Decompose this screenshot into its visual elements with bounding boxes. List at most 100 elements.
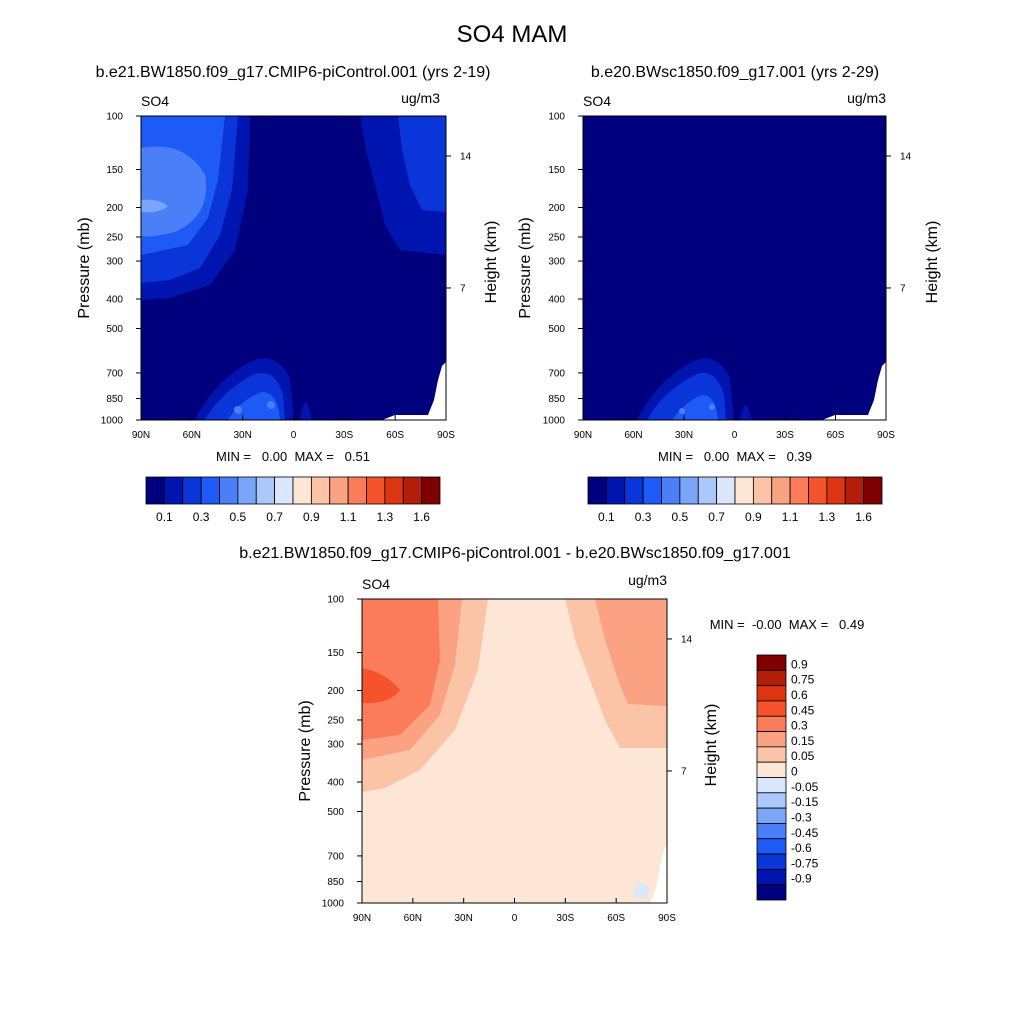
colorbar-swatch [863,476,883,505]
colorbar-swatch [402,476,423,505]
min-max-label: MIN = 0.00 MAX = 0.39 [658,449,812,464]
colorbar-swatch [347,476,367,505]
y2-tick-label: 7 [900,283,906,294]
colorbar-vertical: 0.9 0.750.60.45 0.30.150.05 0-0.05-0.15-0.3… [756,654,819,901]
colorbar-swatch [756,807,787,824]
variable-label: SO4 [362,576,390,592]
colorbar-swatch [756,700,787,717]
colorbar-label: 0.9 [791,657,808,671]
y-tick-label: 250 [548,232,565,243]
x-tick-label: 60S [386,430,404,441]
y-tick-label: 250 [327,715,344,726]
colorbar-label: -0.05 [791,780,819,794]
colorbar-label: 0.05 [791,749,815,763]
x-tick-label: 60N [624,430,642,441]
variable-label: SO4 [583,93,611,109]
y-tick-label: 700 [548,368,565,379]
x-tick-label: 90N [353,913,371,924]
colorbar-swatch [716,476,736,505]
colorbar-swatch [421,476,441,505]
colorbar-label: 1.3 [377,510,394,524]
y-tick-label: 400 [106,295,123,306]
y-tick-label: 300 [548,257,565,268]
colorbar-label: -0.45 [791,826,819,840]
x-tick-label: 90S [658,913,676,924]
panel-title: b.e21.BW1850.f09_g17.CMIP6-piControl.001… [96,64,491,81]
contour-field [362,599,667,903]
y2-tick-label: 7 [681,766,687,777]
colorbar-swatch [145,476,165,505]
colorbar-swatch [366,476,386,505]
colorbar-swatch [679,476,699,505]
y-tick-label: 850 [106,394,123,405]
y-axis-label: Pressure (mb) [76,217,93,318]
colorbar-label: 0.1 [598,510,615,524]
colorbar-label: -0.6 [791,841,812,855]
x-axis: 90N 60N 30N 0 30S 60S 90S [132,415,455,441]
colorbar-label: 1.6 [855,510,872,524]
colorbar-label: -0.9 [791,872,812,886]
colorbar-swatch [756,669,787,687]
colorbar-label: 0.3 [791,719,808,733]
y-tick-label: 850 [327,877,344,888]
x-tick-label: 60S [827,430,845,441]
colorbar: 0.1 0.3 0.5 0.7 0.9 1.1 1.3 1.6 [587,476,883,524]
y2-tick-label: 14 [681,634,693,645]
colorbar-swatch [756,884,787,901]
y-axis-label: Pressure (mb) [297,700,314,801]
colorbar-label: 0.1 [156,510,173,524]
colorbar-swatch [642,476,662,505]
y2-tick-label: 7 [460,283,466,294]
colorbar-label: -0.75 [791,856,819,870]
y-tick-label: 500 [327,807,344,818]
colorbar-swatch [771,476,791,505]
y2-axis: 14 7 [667,634,693,777]
y-tick-label: 1000 [101,416,124,427]
contour-field [583,116,886,420]
variable-label: SO4 [141,93,169,109]
x-tick-label: 30S [335,430,353,441]
y2-axis-label: Height (km) [924,221,941,304]
units-label: ug/m3 [847,90,886,106]
colorbar-label: -0.3 [791,810,812,824]
panel-title: b.e21.BW1850.f09_g17.CMIP6-piControl.001… [239,545,791,562]
colorbar-swatch [734,476,754,505]
x-tick-label: 60N [404,913,422,924]
figure-title: SO4 MAM [457,21,568,48]
x-axis: 90N 60N 30N 0 30S 60S 90S [353,898,676,924]
colorbar-label: 0.6 [791,688,808,702]
y-tick-label: 100 [327,595,344,606]
colorbar-swatch [310,476,331,505]
y2-tick-label: 14 [460,151,472,162]
y-tick-label: 100 [106,112,123,123]
y-axis: 100 150 200 250 300 400 500 700 850 1000 [322,595,362,910]
colorbar-label: 1.6 [413,510,430,524]
panel-control: b.e21.BW1850.f09_g17.CMIP6-piControl.001… [76,64,500,524]
x-tick-label: 0 [512,913,518,924]
colorbar-swatch [605,476,626,505]
units-label: ug/m3 [628,572,667,588]
colorbar-label: -0.15 [791,795,819,809]
y-tick-label: 300 [106,257,123,268]
y-tick-label: 100 [548,112,565,123]
colorbar-swatch [756,746,787,763]
colorbar-swatch [808,476,828,505]
colorbar-swatch [182,476,202,505]
y-axis: 100 150 200 250 300 400 500 700 850 1000 [543,112,583,427]
y2-axis-label: Height (km) [703,704,720,787]
colorbar-label: 0.75 [791,673,815,687]
panel-test: b.e20.BWsc1850.f09_g17.001 (yrs 2-29) SO… [517,64,941,524]
colorbar-swatch [384,476,404,505]
colorbar-label: 0.45 [791,703,815,717]
colorbar-label: 0.7 [708,510,725,524]
x-axis: 90N 60N 30N 0 30S 60S 90S [574,415,895,441]
panel-difference: b.e21.BW1850.f09_g17.CMIP6-piControl.001… [239,545,864,924]
colorbar-swatch [756,731,787,748]
x-tick-label: 0 [291,430,297,441]
colorbar-swatch [697,476,718,505]
min-max-label: MIN = 0.00 MAX = 0.51 [216,449,370,464]
colorbar-swatch [587,476,607,505]
units-label: ug/m3 [401,90,440,106]
y-tick-label: 150 [548,165,565,176]
colorbar-label: 1.1 [782,510,799,524]
